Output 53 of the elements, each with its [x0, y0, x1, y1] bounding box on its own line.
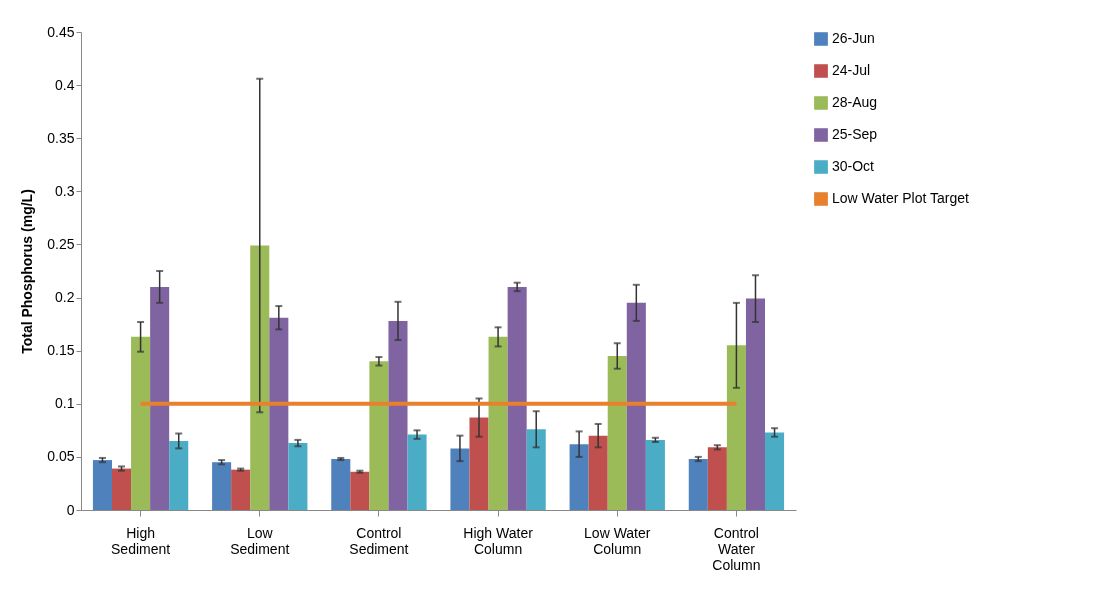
y-tick-label: 0.4: [55, 76, 75, 93]
bar: [526, 429, 546, 510]
y-tick-label: 0: [66, 501, 75, 518]
bar: [626, 302, 646, 510]
legend-label: 24-Jul: [832, 62, 871, 78]
legend-label: 25-Sep: [832, 126, 878, 142]
bar: [607, 355, 627, 510]
y-tick-label: 0.2: [55, 289, 75, 306]
bar: [111, 468, 132, 510]
legend-label: Low Water Plot Target: [832, 190, 970, 206]
y-axis-title: Total Phosphorus (mg/L): [19, 189, 36, 354]
bar: [588, 435, 608, 510]
bar: [645, 439, 665, 510]
bar: [450, 448, 470, 510]
bar: [369, 361, 389, 510]
x-tick-label: Control Sediment: [349, 524, 409, 557]
bar: [726, 345, 746, 510]
bar: [469, 417, 489, 510]
bar: [507, 286, 527, 510]
y-tick-label: 0.25: [47, 235, 75, 252]
bar: [250, 245, 270, 510]
bar: [407, 434, 427, 510]
x-tick-label: High Water Column: [463, 524, 534, 557]
y-tick-label: 0.1: [55, 395, 75, 412]
y-tick-label: 0.3: [55, 182, 75, 199]
x-tick-label: Low Sediment: [230, 524, 290, 557]
bar: [269, 317, 289, 510]
bar: [765, 432, 785, 510]
bar: [331, 459, 351, 510]
bar: [288, 443, 308, 510]
legend-label: 28-Aug: [832, 94, 878, 110]
x-tick-label: Control Water Column: [712, 524, 761, 573]
x-tick-label: High Sediment: [111, 524, 171, 557]
bar: [388, 320, 408, 510]
bar: [745, 298, 766, 510]
y-tick-label: 0.45: [47, 23, 75, 40]
bar: [688, 459, 708, 510]
bar: [707, 447, 727, 510]
bar: [488, 336, 508, 510]
x-tick-label: Low Water Column: [584, 524, 651, 557]
y-tick-label: 0.05: [47, 448, 75, 465]
bar: [169, 440, 189, 510]
bar: [231, 469, 251, 510]
bar: [92, 460, 112, 510]
legend-label: 26-Jun: [832, 30, 875, 46]
bar: [350, 471, 370, 510]
bar: [150, 286, 170, 510]
legend-label: 30-Oct: [832, 158, 875, 174]
bar: [212, 462, 232, 510]
y-tick-label: 0.35: [47, 129, 75, 146]
y-tick-label: 0.15: [47, 342, 75, 359]
bar: [569, 444, 589, 510]
bar: [131, 336, 151, 510]
